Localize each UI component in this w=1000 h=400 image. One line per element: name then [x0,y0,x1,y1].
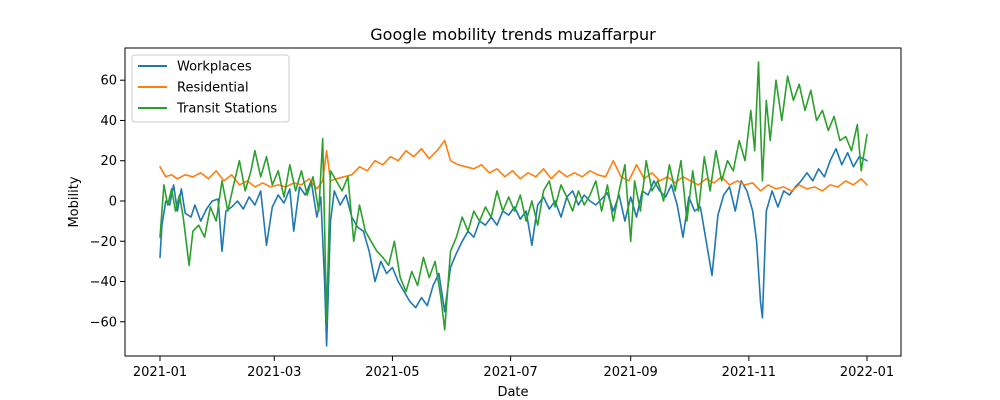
y-axis-label: Mobility [67,176,82,227]
legend-box [131,54,290,123]
x-tick-label: 2021-01 [133,365,187,380]
y-tick-label: −60 [90,315,117,330]
x-tick-label: 2021-09 [604,365,658,380]
legend-label-transit-stations: Transit Stations [176,102,277,117]
legend: Workplaces Residential Transit Stations [131,54,290,123]
x-tick-label: 2021-11 [722,365,776,380]
legend-label-residential: Residential [177,81,249,96]
x-tick-label: 2022-01 [840,365,894,380]
x-axis-label: Date [497,385,528,400]
series-line-residential [159,139,868,192]
y-tick-label: 0 [109,194,117,209]
x-tick-label: 2021-05 [365,365,419,380]
x-axis: 2021-01 2021-03 2021-05 2021-07 2021-09 2021-… [133,356,894,380]
x-tick-label: 2021-03 [247,365,301,380]
y-tick-label: 40 [100,114,117,129]
plot-area-frame [124,47,902,357]
y-tick-label: 60 [100,74,117,89]
x-tick-label: 2021-07 [483,365,537,380]
legend-label-workplaces: Workplaces [177,60,252,75]
y-tick-label: −20 [90,235,117,250]
y-tick-label: 20 [100,154,117,169]
y-axis: −60 −40 −20 0 20 40 60 [90,74,125,330]
series-line-transit-stations [159,61,868,331]
series-layer [159,61,868,347]
series-line-workplaces [159,147,868,347]
y-tick-label: −40 [90,275,117,290]
chart-title: Google mobility trends muzaffarpur [370,25,656,44]
